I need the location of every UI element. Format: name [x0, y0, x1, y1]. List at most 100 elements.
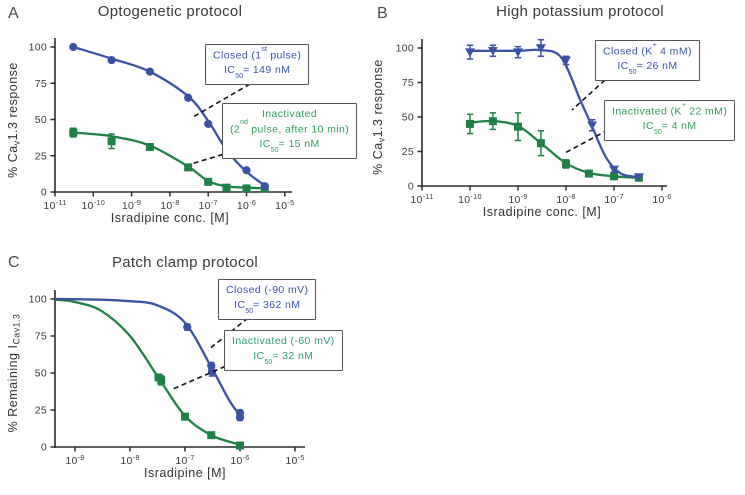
- x-tick-label: 10-8: [120, 453, 139, 467]
- x-tick-label: 10-7: [199, 198, 218, 212]
- data-point: [204, 119, 213, 128]
- annotation-closed: Closed (-90 mV) IC50= 362 nM: [218, 279, 317, 320]
- data-point: [184, 93, 193, 102]
- annotation-line: IC50= 15 nM: [259, 137, 320, 154]
- annotation-closed: Closed (K+ 4 mM) IC50= 26 nM: [595, 40, 700, 82]
- data-point: [184, 163, 193, 172]
- x-tick-label: 10-9: [508, 192, 527, 206]
- x-tick-label: 10-8: [556, 192, 575, 206]
- x-tick-label: 10-11: [410, 192, 433, 206]
- annotation-line: IC50= 149 nM: [223, 64, 291, 81]
- annotation-leader-inactivated: [562, 129, 609, 155]
- x-tick-label: 10-9: [65, 453, 84, 467]
- y-tick-label: 0: [41, 187, 47, 199]
- curve-closed: [54, 297, 243, 418]
- annotation-line: IC50= 32 nM: [253, 349, 314, 366]
- data-point: [487, 46, 498, 56]
- y-tick-label: 50: [35, 368, 47, 380]
- panel-letter-c: C: [8, 254, 20, 271]
- y-axis-label: % Remaining ICav1.3: [6, 314, 22, 433]
- data-point: [562, 159, 570, 168]
- data-point: [107, 55, 116, 65]
- annotation-line: Closed (-90 mV): [226, 284, 309, 296]
- annotation-leader-inactivated: [190, 151, 232, 165]
- data-point: [145, 143, 154, 152]
- data-point: [536, 139, 545, 148]
- panel-letter-a: A: [8, 5, 19, 22]
- y-tick-label: 0: [41, 442, 47, 454]
- data-point: [535, 44, 546, 53]
- data-point: [222, 183, 231, 192]
- panel-high-potassium: B High potassium protocol 10-11 10-10 10-9…: [365, 0, 745, 247]
- data-point: [587, 121, 598, 131]
- data-point: [561, 56, 571, 66]
- annotation-leader-closed: [571, 79, 606, 111]
- data-point: [183, 323, 192, 332]
- annotation-line: Inactivated (-60 mV): [232, 335, 335, 347]
- data-point: [145, 67, 154, 76]
- y-tick-label: 25: [35, 150, 47, 162]
- y-tick-label: 100: [396, 43, 414, 55]
- annotation-line: IC50= 26 nM: [617, 60, 678, 77]
- data-point: [69, 42, 78, 52]
- annotation-line: Closed (K+ 4 mM): [603, 41, 692, 58]
- curve-closed: [468, 48, 641, 179]
- data-point: [204, 177, 213, 186]
- y-tick-label: 50: [35, 114, 47, 126]
- y-tick-label: 100: [29, 294, 47, 306]
- y-tick-label: 100: [29, 42, 47, 54]
- panel-letter-b: B: [377, 5, 388, 22]
- panel-title-patch-clamp: Patch clamp protocol: [111, 254, 259, 271]
- x-tick-label: 10-6: [652, 192, 671, 206]
- data-point: [513, 48, 523, 57]
- data-point: [242, 166, 251, 175]
- series-closed: [54, 297, 245, 422]
- x-tick-label: 10-11: [43, 198, 66, 212]
- data-point: [488, 117, 497, 126]
- y-tick-label: 25: [35, 405, 47, 417]
- data-point: [633, 173, 644, 182]
- data-point: [157, 376, 166, 385]
- y-axis-label: % Cav1.3 response: [371, 59, 387, 175]
- x-tick-label: 10-8: [160, 198, 179, 212]
- data-point: [610, 172, 618, 181]
- data-point: [466, 119, 474, 128]
- series-inactivated: [69, 127, 269, 193]
- annotation-inactivated: Inactivated (-60 mV) IC50= 32 nM: [224, 330, 343, 371]
- data-point: [207, 431, 216, 440]
- data-point: [242, 184, 251, 193]
- x-tick-label: 10-5: [275, 198, 294, 212]
- y-tick-label: 25: [402, 146, 414, 158]
- annotation-line: Closed (1st pulse): [213, 45, 302, 62]
- y-axis-label: % Cav1.3 response: [6, 62, 22, 178]
- data-point: [181, 412, 189, 421]
- data-point: [235, 413, 245, 422]
- plot-optogenetic: 10-11 10-10 10-9 10-8 10-7 10-6 10-5 0 25 50 75 100…: [6, 38, 294, 225]
- y-tick-label: 75: [35, 78, 47, 90]
- x-tick-label: 10-10: [81, 198, 105, 212]
- x-tick-label: 10-7: [175, 453, 194, 467]
- annotation-line: Inactivated: [261, 108, 318, 120]
- data-point: [465, 48, 475, 57]
- data-point: [69, 128, 78, 137]
- data-point: [207, 367, 217, 376]
- annotation-line: IC50= 4 nM: [642, 120, 697, 137]
- annotation-leader-closed: [192, 83, 251, 118]
- plot-patch-clamp: 10-9 10-8 10-7 10-6 10-5 0 25 50 75 100 Isradipine…: [6, 290, 305, 480]
- annotation-inactivated: Inactivated (2nd pulse, after 10 min) IC50…: [222, 103, 358, 159]
- series-inactivated: [54, 298, 244, 450]
- y-tick-label: 75: [402, 77, 414, 89]
- annotation-line: Inactivated (K+ 22 mM): [612, 101, 728, 118]
- data-point: [609, 165, 619, 175]
- annotation-leader-inactivated: [172, 362, 234, 390]
- x-axis-label: Isradipine [M]: [144, 466, 226, 480]
- annotation-closed: Closed (1st pulse) IC50= 149 nM: [205, 44, 310, 86]
- series-inactivated: [466, 112, 643, 182]
- y-tick-label: 50: [402, 112, 414, 124]
- x-tick-label: 10-9: [122, 198, 141, 212]
- x-tick-label: 10-6: [237, 198, 256, 212]
- plot-high-potassium: 10-11 10-10 10-9 10-8 10-7 10-6 0 25 50 75 100 Isra…: [371, 38, 671, 219]
- y-tick-label: 75: [35, 331, 47, 343]
- x-tick-label: 10-7: [604, 192, 623, 206]
